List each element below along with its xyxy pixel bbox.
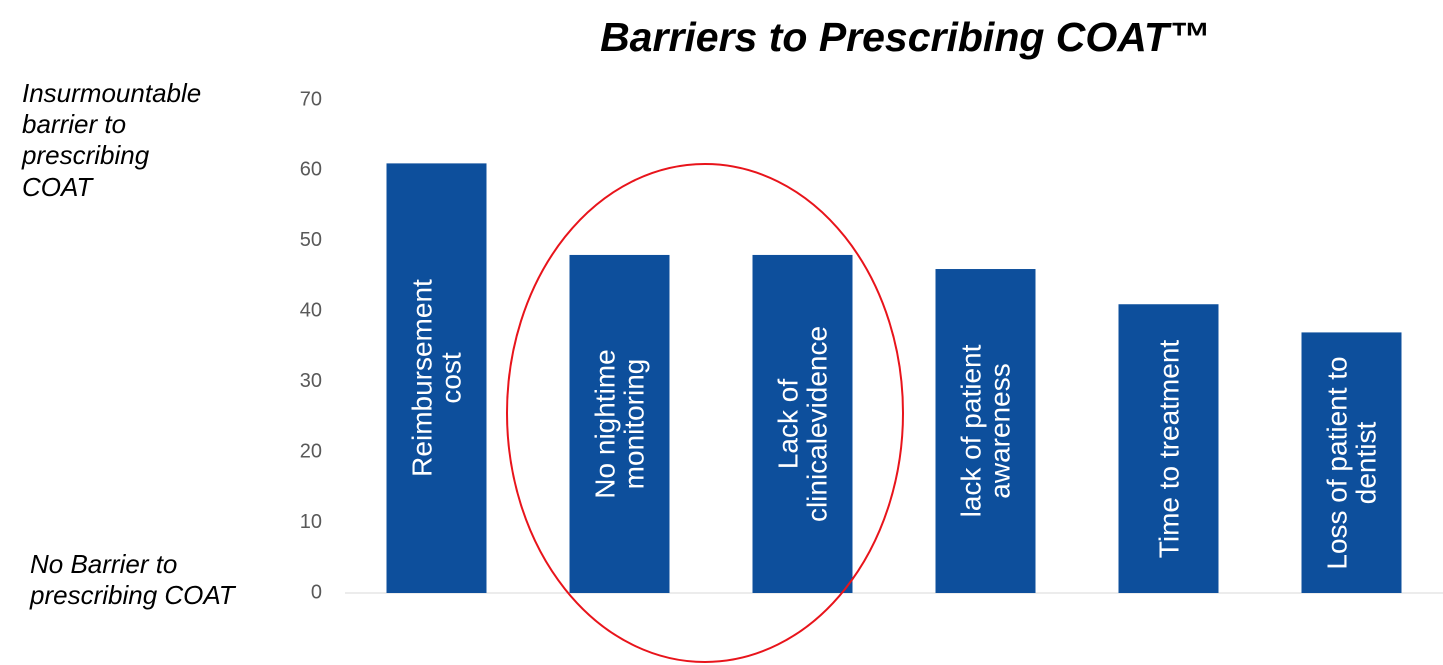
- bar: [386, 163, 487, 593]
- bar: [1118, 304, 1219, 593]
- y-tick-label: 10: [300, 511, 322, 533]
- annotation: No Barrier to prescribing COAT: [30, 549, 235, 611]
- bar: [1301, 332, 1402, 593]
- category-label: Lack of clinicalevidence: [772, 325, 833, 523]
- bar: [935, 269, 1036, 593]
- bar: [752, 254, 853, 593]
- y-tick-label: 40: [300, 300, 322, 322]
- category-label: Loss of patient to dentist: [1321, 356, 1382, 570]
- y-tick-label: 30: [300, 370, 322, 392]
- y-tick-label: 50: [300, 229, 322, 251]
- category-label: lack of patient awareness: [955, 344, 1016, 518]
- chart-title: Barriers to Prescribing COAT™: [600, 14, 1210, 60]
- y-tick-label: 20: [300, 440, 322, 462]
- category-label: Reimbursement cost: [406, 279, 467, 478]
- annotation: Insurmountable barrier to prescribing CO…: [22, 78, 202, 202]
- category-label: Time to treatment: [1152, 339, 1184, 558]
- bar: [569, 254, 670, 593]
- highlight-ellipse: [506, 163, 904, 663]
- y-tick-label: 0: [311, 581, 322, 603]
- y-tick-label: 70: [300, 88, 322, 110]
- y-tick-label: 60: [300, 159, 322, 181]
- category-label: No nightime monitoring: [589, 349, 650, 499]
